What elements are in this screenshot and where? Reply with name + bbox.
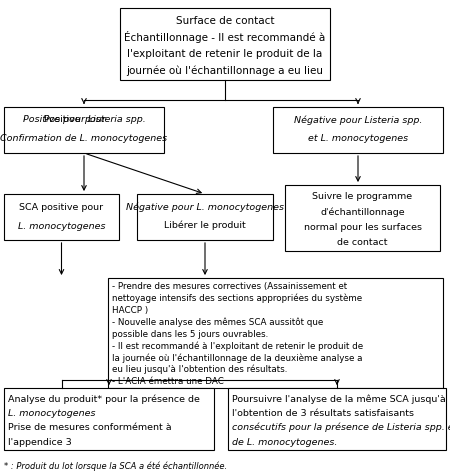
Bar <box>4 194 119 240</box>
Text: de L. monocytogenes.: de L. monocytogenes. <box>232 437 338 446</box>
Text: - Nouvelle analyse des mêmes SCA aussitôt que: - Nouvelle analyse des mêmes SCA aussitô… <box>112 317 323 327</box>
Bar <box>4 107 164 153</box>
Bar <box>228 388 446 450</box>
Text: possible dans les 5 jours ouvrables.: possible dans les 5 jours ouvrables. <box>112 330 268 339</box>
Text: d'échantillonnage: d'échantillonnage <box>320 207 405 217</box>
Text: consécutifs pour la présence de Listeria spp. et: consécutifs pour la présence de Listeria… <box>232 423 450 432</box>
Text: Libérer le produit: Libérer le produit <box>164 220 246 230</box>
Bar <box>108 278 443 388</box>
Bar <box>4 388 214 450</box>
Text: Négative pour L. monocytogenes: Négative pour L. monocytogenes <box>126 202 284 212</box>
Bar <box>120 8 330 80</box>
Text: et L. monocytogenes: et L. monocytogenes <box>308 134 408 143</box>
Text: eu lieu jusqu'à l'obtention des résultats.: eu lieu jusqu'à l'obtention des résultat… <box>112 365 288 375</box>
Text: Prise de mesures conformément à: Prise de mesures conformément à <box>8 423 171 432</box>
Text: HACCP ): HACCP ) <box>112 306 148 315</box>
Text: Poursuivre l'analyse de la même SCA jusqu'à: Poursuivre l'analyse de la même SCA jusq… <box>232 394 446 404</box>
Text: L. monocytogenes: L. monocytogenes <box>18 222 105 231</box>
Text: de contact: de contact <box>337 238 388 247</box>
Text: * : Produit du lot lorsque la SCA a été échantillonnée.: * : Produit du lot lorsque la SCA a été … <box>4 461 227 471</box>
Text: Positive pour Listeria spp.: Positive pour Listeria spp. <box>22 115 145 124</box>
Text: Surface de contact: Surface de contact <box>176 16 274 26</box>
Text: Positive: Positive <box>45 115 84 124</box>
Bar <box>285 185 440 251</box>
Text: nettoyage intensifs des sections appropriées du système: nettoyage intensifs des sections appropr… <box>112 294 362 303</box>
Text: - Il est recommandé à l'exploitant de retenir le produit de: - Il est recommandé à l'exploitant de re… <box>112 341 363 351</box>
Bar <box>137 194 273 240</box>
Text: - Prendre des mesures correctives (Assainissement et: - Prendre des mesures correctives (Assai… <box>112 282 347 291</box>
Text: l'exploitant de retenir le produit de la: l'exploitant de retenir le produit de la <box>127 49 323 59</box>
Text: Négative pour Listeria spp.: Négative pour Listeria spp. <box>294 115 422 125</box>
Text: SCA positive pour: SCA positive pour <box>19 203 104 212</box>
Text: l'obtention de 3 résultats satisfaisants: l'obtention de 3 résultats satisfaisants <box>232 409 414 418</box>
Text: Analyse du produit* pour la présence de: Analyse du produit* pour la présence de <box>8 394 200 404</box>
Text: L. monocytogenes: L. monocytogenes <box>8 409 95 418</box>
Bar <box>273 107 443 153</box>
Text: Confirmation de L. monocytogenes: Confirmation de L. monocytogenes <box>0 134 167 143</box>
Text: la journée où l'échantillonnage de la deuxième analyse a: la journée où l'échantillonnage de la de… <box>112 353 363 363</box>
Text: pour: pour <box>84 115 109 124</box>
Text: Échantillonnage - Il est recommandé à: Échantillonnage - Il est recommandé à <box>124 31 326 43</box>
Text: l'appendice 3: l'appendice 3 <box>8 437 72 446</box>
Text: journée où l'échantillonnage a eu lieu: journée où l'échantillonnage a eu lieu <box>126 66 324 76</box>
Text: Suivre le programme: Suivre le programme <box>312 192 413 201</box>
Text: - L'ACIA émettra une DAC: - L'ACIA émettra une DAC <box>112 377 224 386</box>
Text: normal pour les surfaces: normal pour les surfaces <box>303 223 422 232</box>
